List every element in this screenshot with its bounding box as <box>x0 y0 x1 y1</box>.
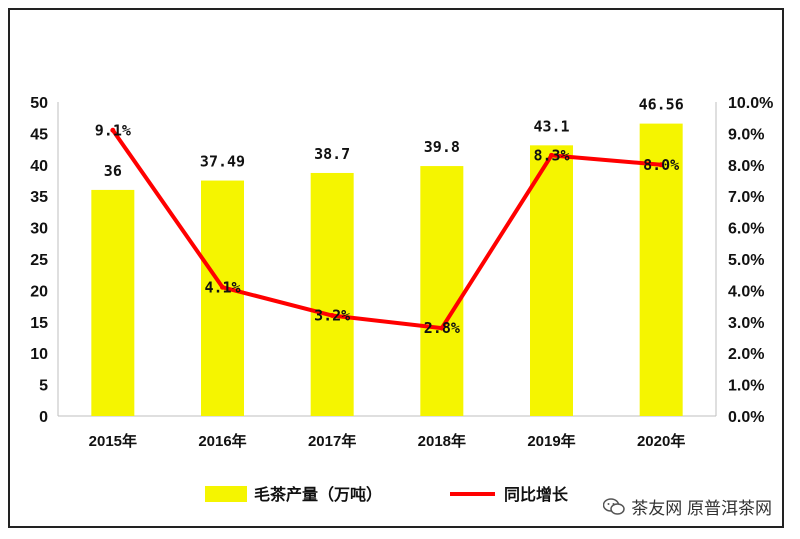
line-data-label: 4.1% <box>204 278 240 296</box>
x-tick-label: 2017年 <box>308 432 356 450</box>
line-data-label: 8.0% <box>643 156 679 174</box>
line-point <box>329 313 335 319</box>
y-right-tick-label: 7.0% <box>728 189 764 206</box>
bar-data-label: 43.1 <box>533 117 569 135</box>
legend-bar-swatch <box>205 486 247 502</box>
y-left-tick-label: 25 <box>30 252 48 269</box>
x-tick-label: 2020年 <box>637 432 685 450</box>
bar-data-label: 38.7 <box>314 145 350 163</box>
line-point <box>439 325 445 331</box>
y-right-tick-label: 10.0% <box>728 95 773 112</box>
y-left-tick-label: 15 <box>30 315 48 332</box>
line-point <box>110 127 116 133</box>
bar <box>310 172 354 416</box>
line-point <box>658 162 664 168</box>
bar-data-label: 39.8 <box>424 138 460 156</box>
bar <box>201 180 244 416</box>
y-right-tick-label: 5.0% <box>728 252 764 269</box>
wechat-icon <box>603 497 626 516</box>
legend-line-label: 同比增长 <box>504 485 569 504</box>
y-right-tick-label: 1.0% <box>728 378 764 395</box>
bar <box>530 145 573 416</box>
x-tick-label: 2016年 <box>198 432 246 450</box>
bar-data-label: 46.56 <box>639 96 684 114</box>
y-right-tick-label: 9.0% <box>728 126 764 143</box>
watermark: 茶友网 原普洱茶网 <box>597 492 778 521</box>
bar <box>91 189 135 416</box>
watermark-text: 茶友网 原普洱茶网 <box>631 499 772 518</box>
y-left-tick-label: 5 <box>39 378 48 395</box>
combo-chart: 0 5 10 15 20 25 30 35 40 45 50 0.0% 1.0% 2.0% 3.0% 4.0%… <box>30 95 773 504</box>
line-data-label: 9.1% <box>95 121 131 139</box>
y-left-tick-label: 0 <box>39 409 48 426</box>
y-left-tick-label: 30 <box>30 221 48 238</box>
chart-frame: 0 5 10 15 20 25 30 35 40 45 50 0.0% 1.0% 2.0% 3.0% 4.0%… <box>8 8 784 528</box>
line-data-label: 2.8% <box>424 319 460 337</box>
line-point <box>220 284 225 290</box>
y-left-tick-label: 40 <box>30 158 48 175</box>
y-left-tick-label: 50 <box>30 95 48 112</box>
line-data-label: 3.2% <box>314 307 350 325</box>
bar-data-label: 36 <box>104 162 122 180</box>
bar <box>420 166 464 416</box>
x-tick-label: 2015年 <box>89 432 137 450</box>
x-tick-label: 2018年 <box>418 432 466 450</box>
x-tick-label: 2019年 <box>527 432 575 450</box>
legend-bar-label: 毛茶产量（万吨） <box>254 485 382 504</box>
y-left-tick-label: 45 <box>30 126 48 143</box>
y-right-tick-label: 2.0% <box>728 346 764 363</box>
y-left-tick-label: 20 <box>30 283 48 300</box>
growth-line <box>110 128 664 331</box>
y-right-tick-label: 6.0% <box>728 221 764 238</box>
y-left-tick-label: 10 <box>30 346 48 363</box>
bar <box>639 123 683 416</box>
bar-data-label: 37.49 <box>200 153 245 171</box>
y-left-tick-label: 35 <box>30 189 48 206</box>
y-right-tick-label: 4.0% <box>728 283 764 300</box>
line-point <box>549 152 554 158</box>
y-right-tick-label: 0.0% <box>728 409 764 426</box>
y-right-tick-label: 3.0% <box>728 315 764 332</box>
line-data-label: 8.3% <box>533 146 569 164</box>
y-right-tick-label: 8.0% <box>728 158 764 175</box>
